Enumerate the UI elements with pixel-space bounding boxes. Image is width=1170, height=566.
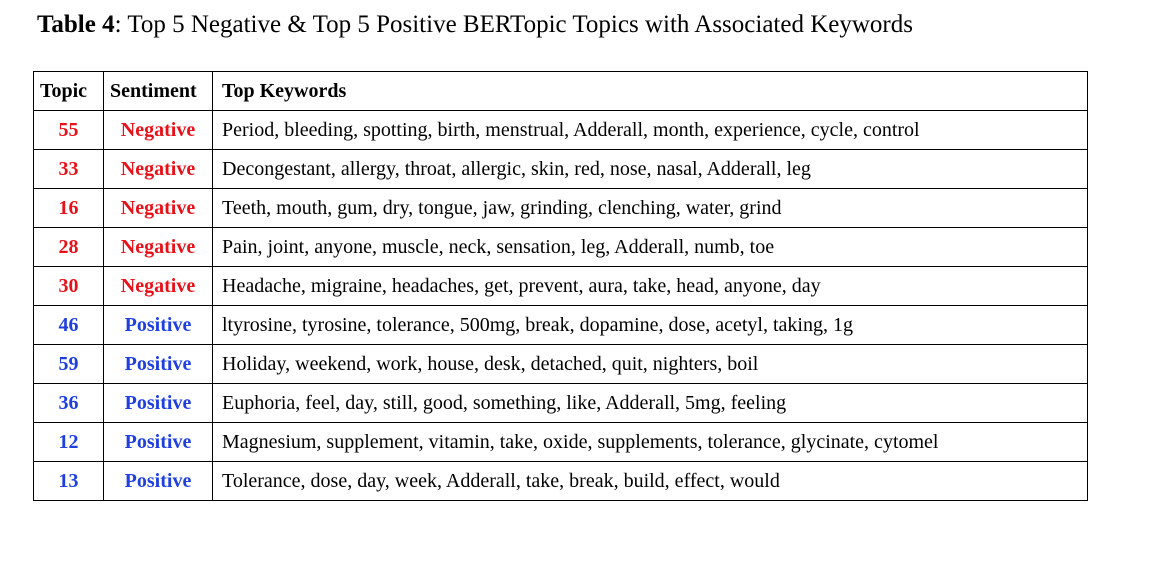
topic-keywords: Tolerance, dose, day, week, Adderall, ta… [212,461,1088,501]
sentiment-label: Positive [103,422,213,462]
topic-id: 55 [33,110,104,150]
table-row: 46 Positive ltyrosine, tyrosine, toleran… [33,305,1088,345]
topic-id: 30 [33,266,104,306]
sentiment-label: Negative [103,149,213,189]
table-row: 36 Positive Euphoria, feel, day, still, … [33,383,1088,423]
topic-keywords: Euphoria, feel, day, still, good, someth… [212,383,1088,423]
sentiment-label: Negative [103,266,213,306]
sentiment-label: Positive [103,383,213,423]
topic-id: 28 [33,227,104,267]
topic-id: 16 [33,188,104,228]
topic-id: 12 [33,422,104,462]
topic-keywords: Teeth, mouth, gum, dry, tongue, jaw, gri… [212,188,1088,228]
topic-keywords: ltyrosine, tyrosine, tolerance, 500mg, b… [212,305,1088,345]
header-keywords: Top Keywords [212,71,1088,111]
topic-keywords: Decongestant, allergy, throat, allergic,… [212,149,1088,189]
sentiment-label: Positive [103,461,213,501]
topic-keywords: Magnesium, supplement, vitamin, take, ox… [212,422,1088,462]
table-row: 30 Negative Headache, migraine, headache… [33,266,1088,306]
table-row: 55 Negative Period, bleeding, spotting, … [33,110,1088,150]
sentiment-label: Negative [103,110,213,150]
table-row: 28 Negative Pain, joint, anyone, muscle,… [33,227,1088,267]
table-row: 12 Positive Magnesium, supplement, vitam… [33,422,1088,462]
topics-table: Topic Sentiment Top Keywords 55 Negative… [33,71,1088,501]
table-row: 59 Positive Holiday, weekend, work, hous… [33,344,1088,384]
sentiment-label: Negative [103,227,213,267]
topic-id: 46 [33,305,104,345]
sentiment-label: Positive [103,305,213,345]
table-header-row: Topic Sentiment Top Keywords [33,71,1088,111]
header-sentiment: Sentiment [103,71,213,111]
table-caption-text: : Top 5 Negative & Top 5 Positive BERTop… [114,11,913,38]
table-caption: Table 4: Top 5 Negative & Top 5 Positive… [37,8,913,42]
table-row: 13 Positive Tolerance, dose, day, week, … [33,461,1088,501]
header-topic: Topic [33,71,104,111]
table-caption-label: Table 4 [37,11,115,38]
sentiment-label: Positive [103,344,213,384]
sentiment-label: Negative [103,188,213,228]
topic-keywords: Period, bleeding, spotting, birth, menst… [212,110,1088,150]
topic-id: 33 [33,149,104,189]
table-row: 16 Negative Teeth, mouth, gum, dry, tong… [33,188,1088,228]
topic-id: 36 [33,383,104,423]
topic-keywords: Pain, joint, anyone, muscle, neck, sensa… [212,227,1088,267]
topic-id: 13 [33,461,104,501]
topic-id: 59 [33,344,104,384]
topic-keywords: Headache, migraine, headaches, get, prev… [212,266,1088,306]
topic-keywords: Holiday, weekend, work, house, desk, det… [212,344,1088,384]
table-row: 33 Negative Decongestant, allergy, throa… [33,149,1088,189]
